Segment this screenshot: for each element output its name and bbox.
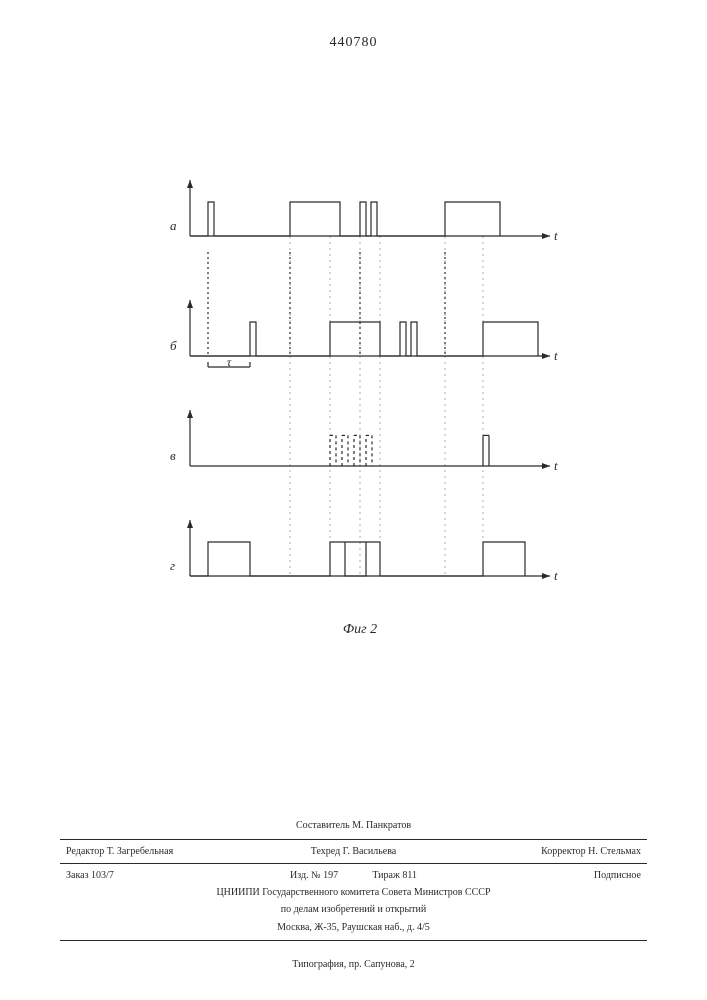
svg-text:t: t — [554, 568, 558, 583]
subscription: Подписное — [451, 869, 641, 883]
credits-row: Редактор Т. Загребельная Техред Г. Васил… — [60, 844, 647, 860]
svg-text:τ: τ — [227, 355, 232, 369]
org-line-1: ЦНИИПИ Государственного комитета Совета … — [60, 884, 647, 902]
techred-cell: Техред Г. Васильева — [256, 845, 452, 859]
footer-block: Составитель М. Панкратов Редактор Т. Заг… — [60, 817, 647, 945]
print-row: Заказ 103/7 Изд. № 197 Тираж 811 Подписн… — [60, 868, 647, 884]
org-line-3: Москва, Ж-35, Раушская наб., д. 4/5 — [60, 919, 647, 937]
org-line-2: по делам изобретений и открытий — [60, 901, 647, 919]
divider — [60, 863, 647, 864]
figure-caption: Фиг 2 — [160, 622, 560, 638]
svg-text:t: t — [554, 228, 558, 243]
svg-text:в: в — [170, 448, 176, 463]
corrector-name: Н. Стельмах — [588, 846, 641, 857]
corrector-label: Корректор — [541, 846, 586, 857]
tirazh: Тираж 811 — [372, 869, 417, 883]
patent-number: 440780 — [0, 35, 707, 51]
svg-text:г: г — [170, 558, 175, 573]
izd: Изд. № 197 — [290, 869, 338, 883]
editor-label: Редактор — [66, 846, 104, 857]
editor-name: Т. Загребельная — [107, 846, 173, 857]
divider — [60, 940, 647, 941]
corrector-cell: Корректор Н. Стельмах — [451, 845, 641, 859]
svg-text:t: t — [554, 458, 558, 473]
order: Заказ 103/7 — [66, 869, 256, 883]
svg-text:б: б — [170, 338, 177, 353]
svg-text:t: t — [554, 348, 558, 363]
page: 440780 t а t б τ t в t г Фиг 2 Составитель М. Па… — [0, 0, 707, 1000]
typography-line: Типография, пр. Сапунова, 2 — [0, 959, 707, 970]
editor-cell: Редактор Т. Загребельная — [66, 845, 256, 859]
compiler-line: Составитель М. Панкратов — [60, 817, 647, 835]
techred-label: Техред — [311, 846, 340, 857]
svg-text:а: а — [170, 218, 177, 233]
divider — [60, 839, 647, 840]
waveforms-svg: t а t б τ t в t г — [160, 180, 560, 620]
timing-diagram-figure: tаtбτtвtг Фиг 2 — [160, 180, 560, 620]
techred-name: Г. Васильева — [343, 846, 397, 857]
